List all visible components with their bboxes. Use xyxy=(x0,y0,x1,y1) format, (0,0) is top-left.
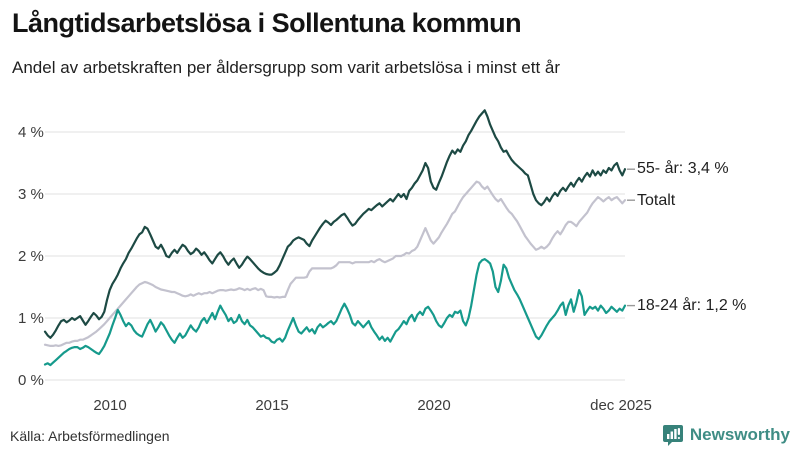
series-lines xyxy=(43,109,627,367)
x-tick-dec2025: dec 2025 xyxy=(590,397,652,414)
newsworthy-icon xyxy=(662,425,683,446)
series-label-55: 55- år: 3,4 % xyxy=(637,160,729,177)
y-tick-1: 1 % xyxy=(18,310,44,327)
gridlines xyxy=(45,131,625,381)
y-axis-tick-labels: 0 % 1 % 2 % 3 % 4 % xyxy=(18,124,44,389)
series-line-55-år xyxy=(43,109,627,339)
x-tick-2010: 2010 xyxy=(93,397,126,414)
series-label-18-24: 18-24 år: 1,2 % xyxy=(637,297,747,314)
page-subtitle: Andel av arbetskraften per åldersgrupp s… xyxy=(12,58,561,77)
x-axis-tick-labels: 2010 2015 2020 dec 2025 xyxy=(93,397,652,414)
y-tick-0: 0 % xyxy=(18,372,44,389)
label-connectors xyxy=(627,168,635,307)
x-tick-2015: 2015 xyxy=(255,397,288,414)
y-tick-2: 2 % xyxy=(18,248,44,265)
series-line-Totalt xyxy=(43,180,627,347)
x-tick-2020: 2020 xyxy=(417,397,450,414)
page-title: Långtidsarbetslösa i Sollentuna kommun xyxy=(12,8,522,38)
series-label-totalt: Totalt xyxy=(637,192,676,209)
y-tick-4: 4 % xyxy=(18,124,44,141)
y-tick-3: 3 % xyxy=(18,186,44,203)
brand-logo: Newsworthy xyxy=(662,424,790,446)
brand-name: Newsworthy xyxy=(689,425,790,444)
series-line-18-24år xyxy=(43,258,627,367)
source-note: Källa: Arbetsförmedlingen xyxy=(10,428,170,444)
